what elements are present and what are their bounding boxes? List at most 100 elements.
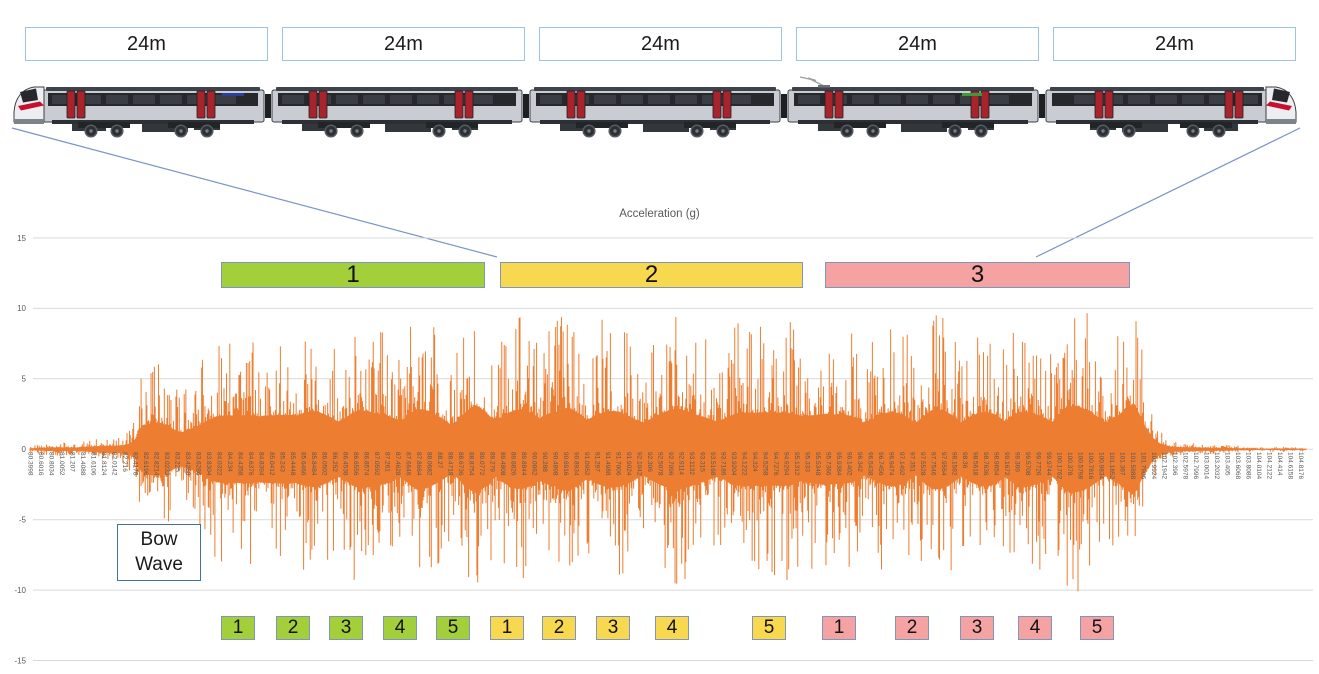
svg-text:99.369: 99.369: [1013, 452, 1020, 472]
x-axis-labels: 80.3998 80.6016 80.8034 81.0052 81.207 81.408…: [26, 452, 1304, 479]
car-length-label: 24m: [384, 32, 423, 55]
bogie-box-green-1: 1: [221, 616, 255, 640]
section-bar-3: 3: [825, 261, 1130, 288]
car-length-label: 24m: [641, 32, 680, 55]
svg-text:99.1672: 99.1672: [1003, 452, 1010, 476]
svg-text:102.1942: 102.1942: [1160, 452, 1167, 479]
acceleration-chart: 80.3998 80.6016 80.8034 81.0052 81.207 81.408…: [14, 234, 1313, 665]
bogie-box-yellow-3: 3: [596, 616, 630, 640]
svg-text:95.7366: 95.7366: [824, 452, 831, 476]
svg-text:91.9024: 91.9024: [625, 452, 632, 476]
svg-text:0: 0: [22, 445, 27, 454]
svg-text:90.6916: 90.6916: [562, 452, 569, 476]
svg-text:87.0592: 87.0592: [373, 452, 380, 476]
svg-text:103.0014: 103.0014: [1202, 452, 1209, 479]
svg-text:93.5168: 93.5168: [709, 452, 716, 476]
svg-text:81.0052: 81.0052: [58, 452, 65, 476]
svg-text:93.315: 93.315: [698, 452, 705, 472]
svg-text:84.0322: 84.0322: [215, 452, 222, 476]
svg-text:86.8574: 86.8574: [362, 452, 369, 476]
svg-text:81.6106: 81.6106: [89, 452, 96, 476]
section-bar-1: 1: [221, 261, 485, 288]
train-car-3: [529, 87, 781, 138]
svg-text:96.342: 96.342: [856, 452, 863, 472]
svg-text:102.7996: 102.7996: [1192, 452, 1199, 479]
svg-text:95.9384: 95.9384: [835, 452, 842, 476]
svg-text:95.1312: 95.1312: [793, 452, 800, 476]
svg-text:99.5708: 99.5708: [1024, 452, 1031, 476]
svg-text:86.4538: 86.4538: [341, 452, 348, 476]
train-car-1: [13, 86, 265, 138]
svg-text:81.207: 81.207: [68, 452, 75, 472]
car-length-box-4: 24m: [796, 27, 1039, 61]
svg-text:84.6376: 84.6376: [247, 452, 254, 476]
svg-text:97.5528: 97.5528: [919, 452, 926, 476]
car-length-label: 24m: [1155, 32, 1194, 55]
svg-text:101.7906: 101.7906: [1139, 452, 1146, 479]
svg-text:98.7636: 98.7636: [982, 452, 989, 476]
car-length-label: 24m: [898, 32, 937, 55]
section-bar-2: 2: [500, 261, 803, 288]
svg-text:82.216: 82.216: [121, 452, 128, 472]
svg-text:85.4448: 85.4448: [289, 452, 296, 476]
svg-text:90.4898: 90.4898: [551, 452, 558, 476]
svg-text:83.8304: 83.8304: [205, 452, 212, 476]
svg-text:94.5258: 94.5258: [761, 452, 768, 476]
svg-text:101.5888: 101.5888: [1129, 452, 1136, 479]
bogie-box-yellow-5: 5: [752, 616, 786, 640]
car-length-box-2: 24m: [282, 27, 525, 61]
svg-text:88.4718: 88.4718: [446, 452, 453, 476]
bogie-box-green-4: 4: [383, 616, 417, 640]
car-length-box-3: 24m: [539, 27, 782, 61]
svg-text:87.261: 87.261: [383, 452, 390, 472]
svg-text:84.234: 84.234: [226, 452, 233, 472]
bogie-box-yellow-2: 2: [542, 616, 576, 640]
svg-text:80.3998: 80.3998: [26, 452, 33, 476]
svg-text:91.7006: 91.7006: [614, 452, 621, 476]
svg-text:85.0412: 85.0412: [268, 452, 275, 476]
svg-text:103.405: 103.405: [1223, 452, 1230, 476]
svg-text:97.1492: 97.1492: [898, 452, 905, 476]
bogie-box-yellow-1: 1: [490, 616, 524, 640]
svg-text:104.0104: 104.0104: [1255, 452, 1262, 479]
svg-text:103.2032: 103.2032: [1213, 452, 1220, 479]
svg-text:83.0232: 83.0232: [163, 452, 170, 476]
svg-text:83.6286: 83.6286: [194, 452, 201, 476]
svg-text:81.8124: 81.8124: [100, 452, 107, 476]
svg-text:95.333: 95.333: [803, 452, 810, 472]
svg-text:94.324: 94.324: [751, 452, 758, 472]
svg-text:83.4268: 83.4268: [184, 452, 191, 476]
bogie-box-green-5: 5: [436, 616, 470, 640]
svg-text:89.0772: 89.0772: [478, 452, 485, 476]
svg-text:90.288: 90.288: [541, 452, 548, 472]
svg-text:85.8484: 85.8484: [310, 452, 317, 476]
svg-text:93.1132: 93.1132: [688, 452, 695, 475]
svg-text:89.4808: 89.4808: [499, 452, 506, 476]
svg-text:96.7456: 96.7456: [877, 452, 884, 476]
svg-text:91.0952: 91.0952: [583, 452, 590, 476]
svg-text:93.7186: 93.7186: [719, 452, 726, 476]
bogie-box-pink-1: 1: [822, 616, 856, 640]
svg-text:97.7546: 97.7546: [929, 452, 936, 476]
svg-text:102.396: 102.396: [1171, 452, 1178, 476]
svg-text:88.27: 88.27: [436, 452, 443, 469]
svg-text:90.8934: 90.8934: [572, 452, 579, 476]
bogie-box-pink-2: 2: [895, 616, 929, 640]
svg-text:92.5078: 92.5078: [656, 452, 663, 476]
svg-text:80.8034: 80.8034: [47, 452, 54, 476]
svg-text:86.6556: 86.6556: [352, 452, 359, 476]
svg-text:81.4088: 81.4088: [79, 452, 86, 476]
svg-text:100.1762: 100.1762: [1055, 452, 1062, 479]
svg-text:84.8394: 84.8394: [257, 452, 264, 476]
pantograph-icon: [799, 76, 830, 88]
svg-text:89.279: 89.279: [488, 452, 495, 472]
svg-text:83.225: 83.225: [173, 452, 180, 472]
car-length-box-5: 24m: [1053, 27, 1296, 61]
svg-text:88.6736: 88.6736: [457, 452, 464, 476]
svg-text:92.306: 92.306: [646, 452, 653, 472]
svg-text:84.4358: 84.4358: [236, 452, 243, 476]
svg-text:99.9744: 99.9744: [1045, 452, 1052, 476]
svg-text:93.9204: 93.9204: [730, 452, 737, 476]
svg-text:103.8086: 103.8086: [1244, 452, 1251, 479]
